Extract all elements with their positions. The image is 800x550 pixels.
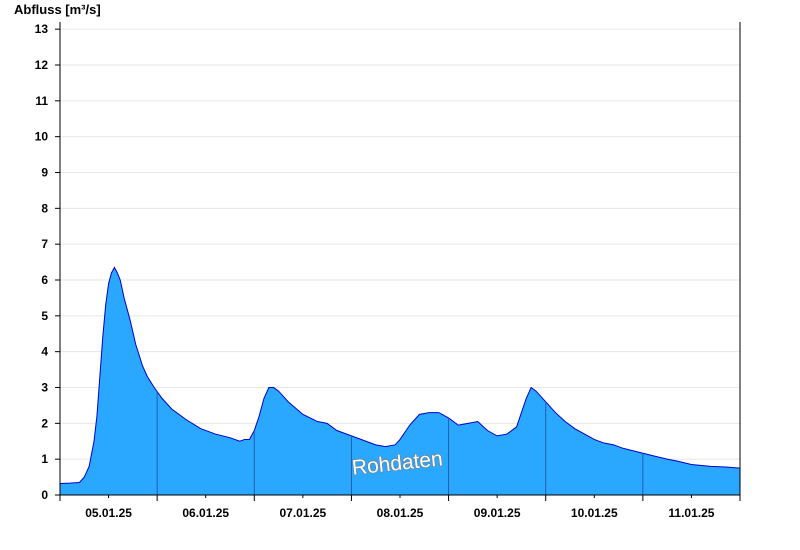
grid-layer — [60, 28, 740, 460]
y-axis-title: Abfluss [m³/s] — [14, 2, 101, 17]
y-tick-label: 5 — [41, 309, 48, 323]
x-tick-label: 11.01.25 — [668, 506, 714, 520]
x-tick-label: 07.01.25 — [279, 506, 326, 520]
x-tick-label: 10.01.25 — [571, 506, 618, 520]
x-tick-labels: 05.01.25 06.01.25 07.01.25 08.01.25 09.01.25… — [59, 495, 741, 520]
y-tick-label: 9 — [41, 166, 48, 180]
y-tick-label: 8 — [41, 201, 48, 215]
x-tick-label: 08.01.25 — [377, 506, 424, 520]
x-tick-label: 05.01.25 — [85, 506, 132, 520]
area-layer — [59, 266, 741, 495]
y-tick-label: 10 — [35, 130, 49, 144]
y-tick-label: 1 — [41, 452, 48, 466]
discharge-line — [59, 266, 741, 485]
y-tick-label: 2 — [41, 416, 48, 430]
y-tick-label: 11 — [35, 94, 48, 108]
y-tick-label: 12 — [35, 58, 49, 72]
y-tick-label: 3 — [41, 381, 48, 395]
x-tick-label: 06.01.25 — [182, 506, 229, 520]
day-boundary-lines — [156, 391, 644, 495]
y-tick-label: 13 — [35, 22, 49, 36]
y-tick-label: 4 — [41, 345, 48, 359]
y-tick-label: 7 — [41, 237, 48, 251]
y-tick-label: 0 — [41, 488, 48, 502]
x-tick-label: 09.01.25 — [474, 506, 521, 520]
y-tick-label: 6 — [41, 273, 48, 287]
